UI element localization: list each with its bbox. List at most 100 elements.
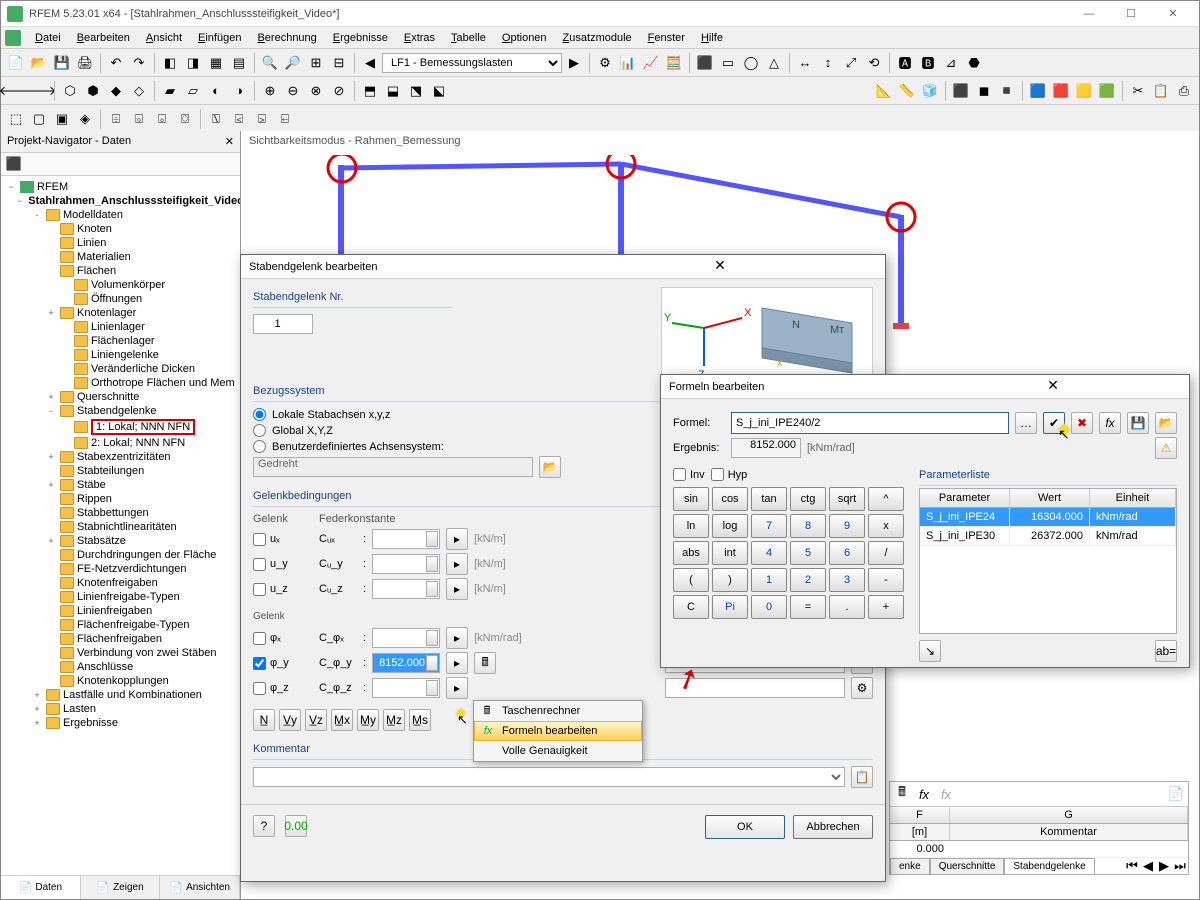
input-u_y[interactable] bbox=[372, 554, 440, 574]
t2-r1[interactable]: 📐 bbox=[873, 80, 895, 102]
tree-materialien[interactable]: Materialien bbox=[3, 250, 238, 264]
tree-knoten[interactable]: Knoten bbox=[3, 222, 238, 236]
formula-browse-icon[interactable]: … bbox=[1015, 412, 1037, 434]
tool-l3[interactable]: ⊿ bbox=[940, 52, 962, 74]
tree-stabnichtlinearit-ten[interactable]: Stabnichtlinearitäten bbox=[3, 520, 238, 534]
param-insert-icon[interactable]: ↘ bbox=[919, 640, 941, 662]
calc-)[interactable]: ) bbox=[712, 568, 748, 592]
t2-r11[interactable]: ✂ bbox=[1127, 80, 1149, 102]
t2-16[interactable]: ⬓ bbox=[382, 80, 404, 102]
nav-tab-ansichten[interactable]: 📄Ansichten bbox=[160, 876, 240, 899]
tool-c[interactable]: ▦ bbox=[205, 52, 227, 74]
tool-print[interactable]: 🖨 bbox=[74, 52, 96, 74]
calc-+[interactable]: + bbox=[868, 595, 904, 619]
tool-l2[interactable]: 🅱 bbox=[917, 52, 939, 74]
bt-icon-3[interactable]: fx bbox=[937, 785, 955, 803]
kommentar-pick-icon[interactable]: 📋 bbox=[851, 766, 873, 788]
inv-checkbox[interactable]: Inv bbox=[673, 468, 705, 481]
tool-g[interactable]: ⊞ bbox=[305, 52, 327, 74]
calc-7[interactable]: 7 bbox=[751, 514, 787, 538]
cancel-button[interactable]: Abbrechen bbox=[793, 815, 873, 839]
t2-r13[interactable]: ⎙ bbox=[1173, 80, 1195, 102]
cell-g[interactable] bbox=[950, 841, 1188, 857]
t2-6[interactable]: ◇ bbox=[128, 80, 150, 102]
t2-8[interactable]: ▱ bbox=[182, 80, 204, 102]
bt-icon-4[interactable]: 📄 bbox=[1167, 785, 1185, 803]
t3-4[interactable]: ◈ bbox=[74, 108, 96, 130]
maximize-button[interactable]: ☐ bbox=[1111, 3, 1151, 25]
tree-2-lokal-nnn-nfn[interactable]: 2: Lokal; NNN NFN bbox=[3, 436, 238, 450]
chk-u_y[interactable]: u_y bbox=[253, 558, 313, 571]
calc-/[interactable]: / bbox=[868, 541, 904, 565]
hyp-checkbox[interactable]: Hyp bbox=[711, 468, 748, 481]
tree-volumenk-rper[interactable]: Volumenkörper bbox=[3, 278, 238, 292]
gedreht-pick-icon[interactable]: 📂 bbox=[539, 456, 561, 478]
cell-f[interactable]: 0.000 bbox=[890, 841, 950, 857]
t3-10[interactable]: ⍃ bbox=[228, 108, 250, 130]
tool-k4[interactable]: ⟲ bbox=[863, 52, 885, 74]
tool-f[interactable]: 🔎 bbox=[282, 52, 304, 74]
menu-einfügen[interactable]: Einfügen bbox=[190, 29, 249, 47]
ok-button[interactable]: OK bbox=[705, 815, 785, 839]
tool-i2[interactable]: 📊 bbox=[617, 52, 639, 74]
preset-4[interactable]: M̲x bbox=[331, 709, 353, 731]
calc-1[interactable]: 1 bbox=[751, 568, 787, 592]
preset-2[interactable]: V̲y bbox=[279, 709, 301, 731]
tree-stabendgelenke[interactable]: -Stabendgelenke bbox=[3, 404, 238, 418]
param-edit-icon[interactable]: ab= bbox=[1155, 640, 1177, 662]
calc-^[interactable]: ^ bbox=[868, 487, 904, 511]
nl-phi_z[interactable] bbox=[665, 678, 845, 698]
t2-r6[interactable]: ◾ bbox=[996, 80, 1018, 102]
tree-durchdringungen-der-fl-che[interactable]: Durchdringungen der Fläche bbox=[3, 548, 238, 562]
nav-tab-zeigen[interactable]: 📄Zeigen bbox=[81, 876, 161, 899]
tool-prev[interactable]: ◀ bbox=[359, 52, 381, 74]
t2-r10[interactable]: 🟩 bbox=[1096, 80, 1118, 102]
tool-b[interactable]: ◨ bbox=[182, 52, 204, 74]
kommentar-combo[interactable] bbox=[253, 767, 845, 787]
calc-abs[interactable]: abs bbox=[673, 541, 709, 565]
tree-knotenfreigaben[interactable]: Knotenfreigaben bbox=[3, 576, 238, 590]
bt-tab-2[interactable]: Querschnitte bbox=[930, 858, 1005, 874]
calcmenu-phi_y[interactable]: 🖩 bbox=[474, 652, 496, 674]
calc-=[interactable]: = bbox=[790, 595, 826, 619]
formula-save-icon[interactable]: 💾 bbox=[1127, 412, 1149, 434]
tree-lastf-lle-und-kombinationen[interactable]: +Lastfälle und Kombinationen bbox=[3, 688, 238, 702]
param-row-S_j_ini_IPE24[interactable]: S_j_ini_IPE2416304.000kNm/rad bbox=[920, 508, 1176, 527]
tree-querschnitte[interactable]: +Querschnitte bbox=[3, 390, 238, 404]
tree-rippen[interactable]: Rippen bbox=[3, 492, 238, 506]
tree-ver-nderliche-dicken[interactable]: Veränderliche Dicken bbox=[3, 362, 238, 376]
calc-ln[interactable]: ln bbox=[673, 514, 709, 538]
tool-next[interactable]: ▶ bbox=[563, 52, 585, 74]
t2-5[interactable]: ◆ bbox=[105, 80, 127, 102]
tree-lasten[interactable]: +Lasten bbox=[3, 702, 238, 716]
calc-cos[interactable]: cos bbox=[712, 487, 748, 511]
preset-7[interactable]: M̲s bbox=[409, 709, 431, 731]
tree-fl-chen[interactable]: Flächen bbox=[3, 264, 238, 278]
calc-5[interactable]: 5 bbox=[790, 541, 826, 565]
tree-linienlager[interactable]: Linienlager bbox=[3, 320, 238, 334]
tool-k1[interactable]: ↔ bbox=[794, 52, 816, 74]
tree-stabbettungen[interactable]: Stabbettungen bbox=[3, 506, 238, 520]
t2-15[interactable]: ⬒ bbox=[359, 80, 381, 102]
t2-10[interactable]: ◑ bbox=[228, 80, 250, 102]
tool-i1[interactable]: ⚙ bbox=[594, 52, 616, 74]
tree-stabexzentrizit-ten[interactable]: +Stabexzentrizitäten bbox=[3, 450, 238, 464]
tool-undo[interactable]: ↶ bbox=[105, 52, 127, 74]
calc-8[interactable]: 8 bbox=[790, 514, 826, 538]
t3-12[interactable]: ⍇ bbox=[274, 108, 296, 130]
tree-linienfreigabe-typen[interactable]: Linienfreigabe-Typen bbox=[3, 590, 238, 604]
formel-input[interactable] bbox=[731, 412, 1009, 434]
menu-bearbeiten[interactable]: Bearbeiten bbox=[69, 29, 138, 47]
bt-nav-prev[interactable]: ◀ bbox=[1140, 858, 1156, 874]
tool-d[interactable]: ▤ bbox=[228, 52, 250, 74]
gedreht-combo[interactable]: Gedreht bbox=[253, 457, 533, 477]
tree-root[interactable]: − RFEM bbox=[3, 180, 238, 194]
tree-modelldaten[interactable]: -Modelldaten bbox=[3, 208, 238, 222]
t3-2[interactable]: ▢ bbox=[28, 108, 50, 130]
calc-3[interactable]: 3 bbox=[829, 568, 865, 592]
bt-nav-next[interactable]: ▶ bbox=[1156, 858, 1172, 874]
calc-Pi[interactable]: Pi bbox=[712, 595, 748, 619]
tree-fe-netzverdichtungen[interactable]: FE-Netzverdichtungen bbox=[3, 562, 238, 576]
bt-nav-first[interactable]: ⏮ bbox=[1124, 858, 1140, 874]
t2-r5[interactable]: ◼ bbox=[973, 80, 995, 102]
